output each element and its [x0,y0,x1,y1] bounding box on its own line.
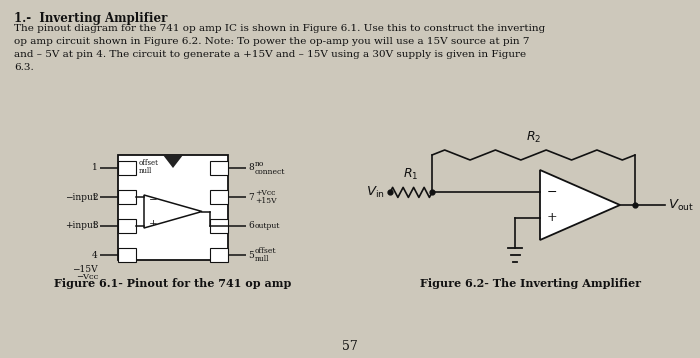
Bar [210,248,228,262]
Text: −input: −input [65,193,97,202]
Text: $R_2$: $R_2$ [526,130,541,145]
Text: $V_{\rm out}$: $V_{\rm out}$ [668,198,694,213]
Text: 1.-  Inverting Amplifier: 1.- Inverting Amplifier [14,12,167,25]
Text: 5: 5 [248,251,254,260]
Bar [210,190,228,204]
Bar [118,155,228,260]
Text: offset
null: offset null [139,159,159,175]
Bar [210,219,228,233]
Text: −: − [149,195,158,204]
Text: 3: 3 [92,222,98,231]
Text: 57: 57 [342,340,358,353]
Text: +: + [149,218,158,227]
Text: +Vcc
+15V: +Vcc +15V [255,189,276,205]
Text: The pinout diagram for the 741 op amp IC is shown in Figure 6.1. Use this to con: The pinout diagram for the 741 op amp IC… [14,24,545,72]
Polygon shape [144,195,202,228]
Polygon shape [163,155,183,168]
Bar [118,248,136,262]
Text: $R_1$: $R_1$ [403,167,419,182]
Text: −Vcc: −Vcc [76,273,98,281]
Text: −: − [547,186,557,199]
Text: output: output [255,222,281,230]
Text: Figure 6.1- Pinout for the 741 op amp: Figure 6.1- Pinout for the 741 op amp [55,278,292,289]
Bar [118,161,136,175]
Text: offset
null: offset null [255,247,276,263]
Bar [118,190,136,204]
Polygon shape [540,170,620,240]
Bar [210,161,228,175]
Text: 7: 7 [248,193,253,202]
Text: Figure 6.2- The Inverting Amplifier: Figure 6.2- The Inverting Amplifier [419,278,640,289]
Text: 4: 4 [92,251,98,260]
Text: +input: +input [65,222,97,231]
Text: −15V: −15V [72,265,98,274]
Text: no
connect: no connect [255,160,286,176]
Text: $V_{\rm in}$: $V_{\rm in}$ [366,185,385,200]
Text: 1: 1 [92,164,98,173]
Text: +: + [547,211,558,224]
Text: 2: 2 [92,193,98,202]
Text: 6: 6 [248,222,253,231]
Text: 8: 8 [248,164,253,173]
Bar [118,219,136,233]
